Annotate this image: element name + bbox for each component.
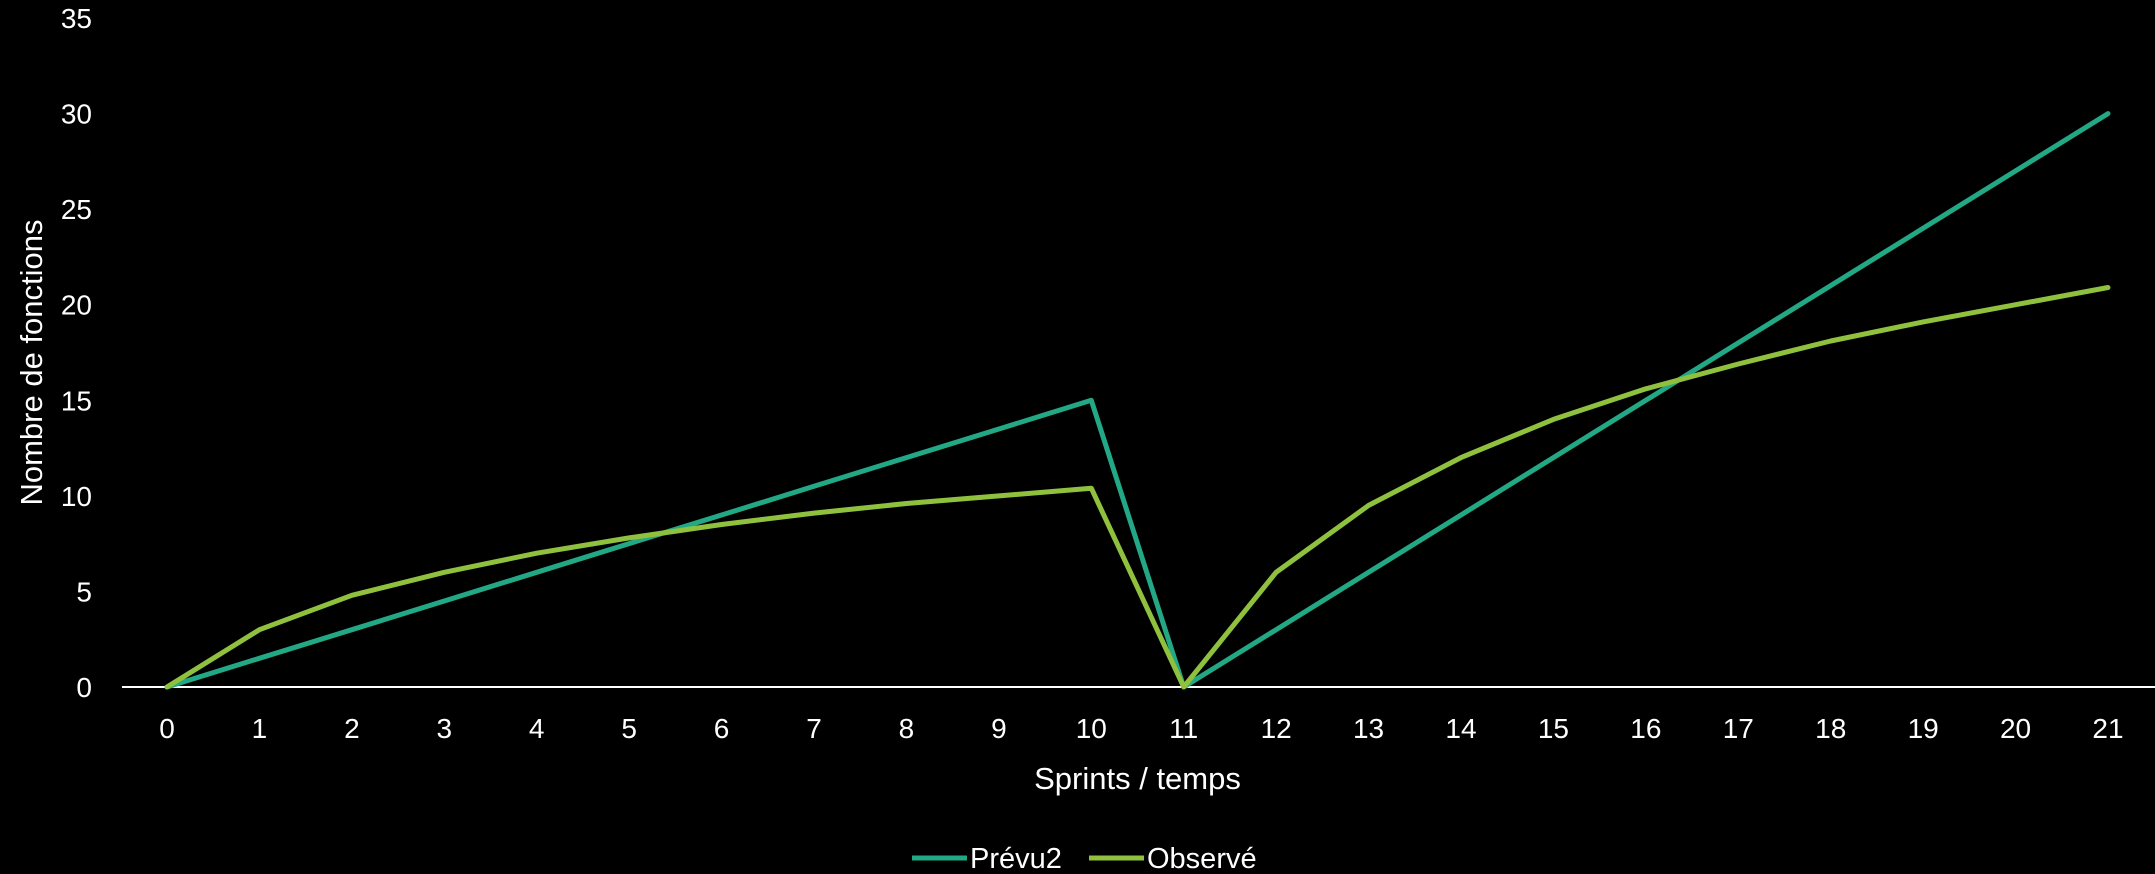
x-axis-ticks: 0 1 2 3 4 5 6 7 8 9 10 11 12 13 14 15 16 17 18 19 20 21 [159,713,2123,744]
x-tick-label: 16 [1630,713,1661,744]
series-line-1 [164,285,2111,690]
x-tick-label: 11 [1169,713,1198,744]
x-tick-label: 8 [899,713,915,744]
x-axis-label: Sprints / temps [1034,761,1241,796]
y-axis-label: Nombre de fonctions [14,219,49,505]
x-tick-label: 13 [1353,713,1384,744]
y-tick-label: 25 [61,194,92,225]
x-tick-label: 1 [252,713,268,744]
legend-label-1: Observé [1147,843,1257,874]
legend: Prévu2 Observé [912,843,1257,874]
y-tick-label: 5 [76,576,92,607]
series-lines [164,111,2111,690]
y-tick-label: 30 [61,99,92,130]
series-line-0 [164,111,2111,690]
y-tick-label: 15 [61,385,92,416]
y-tick-label: 35 [61,3,92,34]
x-tick-label: 6 [714,713,730,744]
x-tick-label: 14 [1445,713,1476,744]
x-tick-label: 21 [2092,713,2123,744]
x-tick-label: 10 [1076,713,1107,744]
x-tick-label: 18 [1815,713,1846,744]
x-tick-label: 19 [1908,713,1939,744]
x-tick-label: 20 [2000,713,2031,744]
x-tick-label: 0 [159,713,175,744]
y-tick-label: 0 [76,672,92,703]
x-tick-label: 3 [436,713,452,744]
x-tick-label: 15 [1538,713,1569,744]
x-tick-label: 2 [344,713,360,744]
x-tick-label: 4 [529,713,545,744]
legend-label-0: Prévu2 [970,843,1062,874]
y-tick-label: 20 [61,290,92,321]
x-tick-label: 17 [1723,713,1754,744]
y-axis-ticks: 0 5 10 15 20 25 30 35 [61,3,92,703]
x-tick-label: 9 [991,713,1007,744]
x-tick-label: 7 [806,713,822,744]
x-tick-label: 5 [621,713,637,744]
y-tick-label: 10 [61,481,92,512]
x-tick-label: 12 [1261,713,1292,744]
